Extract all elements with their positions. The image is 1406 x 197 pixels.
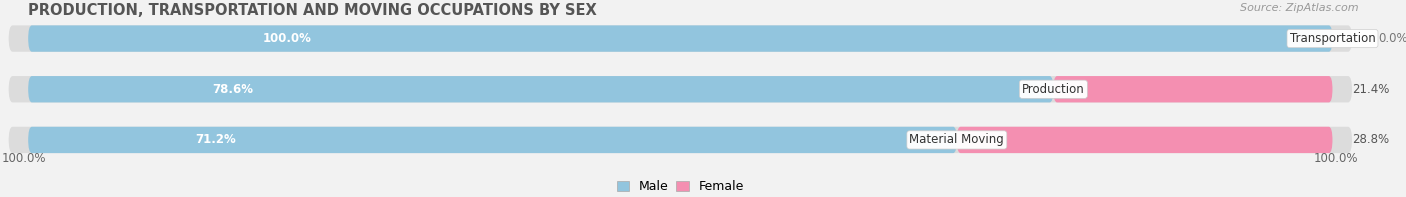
- Legend: Male, Female: Male, Female: [612, 175, 749, 197]
- Text: 78.6%: 78.6%: [212, 83, 253, 96]
- Text: PRODUCTION, TRANSPORTATION AND MOVING OCCUPATIONS BY SEX: PRODUCTION, TRANSPORTATION AND MOVING OC…: [28, 3, 598, 18]
- FancyBboxPatch shape: [8, 76, 1353, 102]
- Text: 100.0%: 100.0%: [1, 152, 46, 165]
- Text: Source: ZipAtlas.com: Source: ZipAtlas.com: [1240, 3, 1358, 13]
- FancyBboxPatch shape: [28, 25, 1333, 52]
- FancyBboxPatch shape: [1053, 76, 1333, 102]
- FancyBboxPatch shape: [8, 25, 1353, 52]
- Text: 100.0%: 100.0%: [263, 32, 312, 45]
- Text: 28.8%: 28.8%: [1353, 133, 1389, 146]
- FancyBboxPatch shape: [957, 127, 1333, 153]
- FancyBboxPatch shape: [28, 76, 1053, 102]
- Text: Production: Production: [1022, 83, 1085, 96]
- Text: 21.4%: 21.4%: [1353, 83, 1389, 96]
- Text: Material Moving: Material Moving: [910, 133, 1004, 146]
- FancyBboxPatch shape: [8, 127, 1353, 153]
- Text: 0.0%: 0.0%: [1378, 32, 1406, 45]
- Text: 71.2%: 71.2%: [195, 133, 236, 146]
- Text: Transportation: Transportation: [1289, 32, 1375, 45]
- FancyBboxPatch shape: [28, 127, 957, 153]
- Text: 100.0%: 100.0%: [1315, 152, 1358, 165]
